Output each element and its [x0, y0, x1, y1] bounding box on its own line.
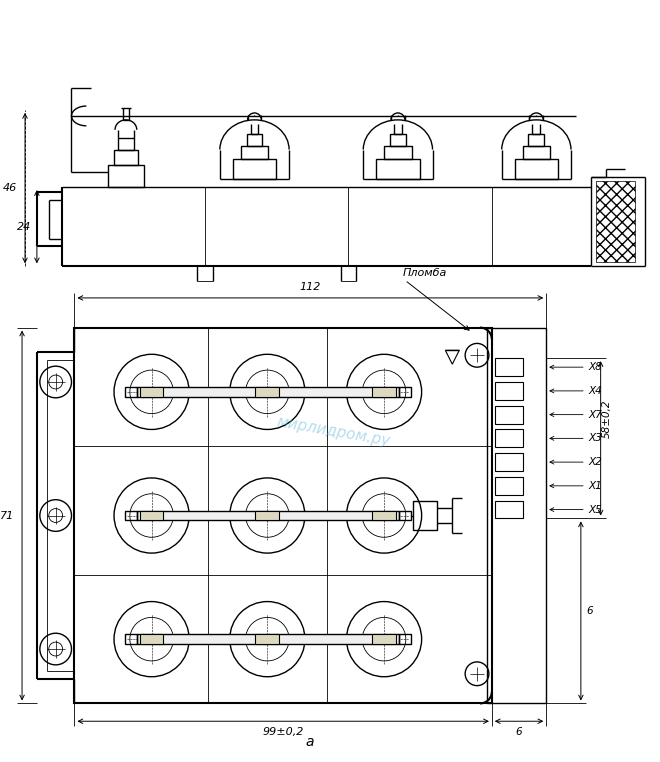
- Bar: [487, 328, 546, 703]
- Bar: [140, 634, 164, 644]
- Text: X2: X2: [589, 457, 603, 467]
- Bar: [125, 634, 137, 644]
- Bar: [596, 181, 636, 262]
- Text: 6: 6: [587, 607, 593, 616]
- Text: 99±0,2: 99±0,2: [263, 727, 304, 737]
- Bar: [399, 511, 411, 520]
- Bar: [523, 146, 550, 159]
- Bar: [495, 405, 523, 424]
- Bar: [137, 634, 399, 644]
- Bar: [75, 328, 492, 703]
- Bar: [255, 511, 279, 520]
- Text: а: а: [306, 735, 314, 749]
- Text: 6: 6: [515, 727, 522, 737]
- Bar: [114, 149, 138, 165]
- Text: 71: 71: [0, 511, 14, 520]
- Text: X4: X4: [589, 386, 603, 396]
- Bar: [399, 387, 411, 397]
- Bar: [495, 358, 523, 376]
- Bar: [125, 511, 137, 520]
- Text: 24: 24: [16, 222, 31, 232]
- Bar: [495, 453, 523, 471]
- Text: 112: 112: [299, 282, 321, 292]
- Bar: [137, 511, 399, 520]
- Text: 58±0,2: 58±0,2: [601, 400, 612, 438]
- Bar: [529, 134, 544, 146]
- Bar: [241, 146, 269, 159]
- Bar: [137, 387, 399, 397]
- Text: 46: 46: [3, 183, 17, 193]
- Bar: [140, 511, 164, 520]
- Bar: [247, 134, 263, 146]
- Bar: [515, 159, 558, 179]
- Bar: [372, 387, 396, 397]
- Bar: [495, 382, 523, 400]
- Text: X8: X8: [589, 362, 603, 372]
- Bar: [255, 387, 279, 397]
- Bar: [372, 634, 396, 644]
- Text: X5: X5: [589, 504, 603, 514]
- Bar: [125, 387, 137, 397]
- Bar: [412, 501, 438, 530]
- Bar: [390, 134, 406, 146]
- Bar: [140, 387, 164, 397]
- Bar: [495, 430, 523, 447]
- Bar: [372, 511, 396, 520]
- Bar: [108, 165, 144, 187]
- Bar: [399, 634, 411, 644]
- Text: X1: X1: [589, 481, 603, 491]
- Bar: [495, 501, 523, 518]
- Text: Пломба: Пломба: [403, 268, 447, 278]
- Bar: [495, 477, 523, 495]
- Text: X7: X7: [589, 410, 603, 420]
- Bar: [376, 159, 420, 179]
- Bar: [255, 634, 279, 644]
- Bar: [118, 138, 134, 149]
- Bar: [384, 146, 412, 159]
- Text: мирлидром.ру: мирлидром.ру: [276, 414, 391, 449]
- Bar: [233, 159, 277, 179]
- Text: X3: X3: [589, 434, 603, 443]
